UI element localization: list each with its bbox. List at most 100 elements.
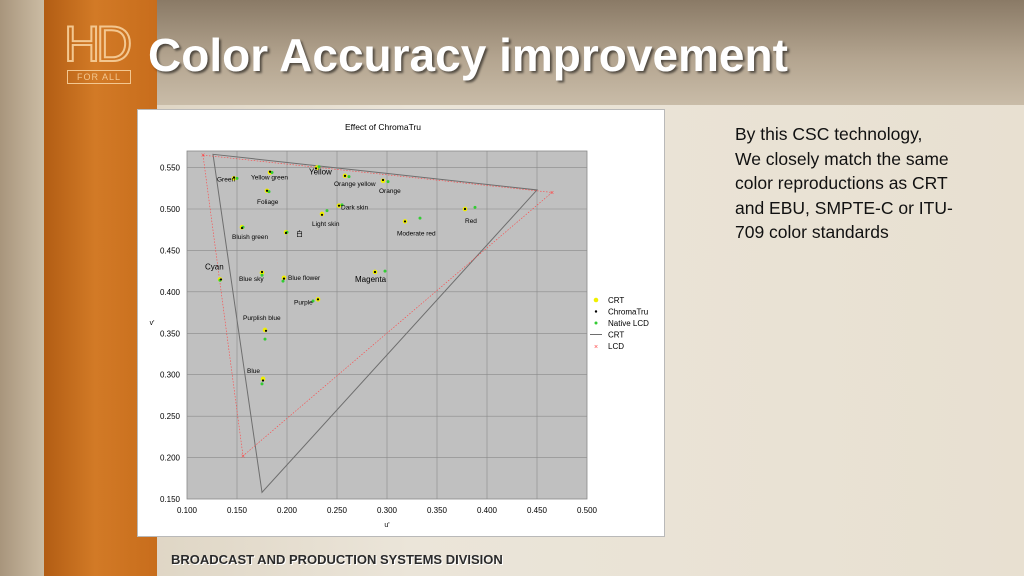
chromatru-data-point [320,213,324,216]
chromatru-data-point [219,278,223,281]
description-line: color reproductions as CRT [735,173,948,193]
native-lcd-data-point [386,180,390,184]
native-lcd-data-point [311,299,315,303]
y-tick-label: 0.350 [160,329,181,338]
description-text: By this CSC technology, We closely match… [735,122,1000,245]
chromatru-data-point [268,170,272,173]
chromatru-data-point [381,178,385,182]
chromatru-data-point [240,226,244,230]
y-tick-label: 0.150 [160,495,181,504]
chromatru-data-point [403,220,407,223]
point-label: Yellow [309,168,332,177]
slide-title: Color Accuracy improvement [148,29,788,81]
point-label: 白 [296,229,303,238]
point-label: Bluish green [232,234,269,241]
point-label: Blue flower [288,275,321,282]
legend-marker-native-lcd [594,321,598,325]
chromatru-data-point [343,174,347,177]
description-line: 709 color standards [735,222,889,242]
native-lcd-data-point [340,203,344,207]
point-label: Blue [247,368,260,375]
native-lcd-data-point [260,382,264,386]
native-lcd-data-point [235,176,239,180]
legend-label: LCD [608,342,624,351]
chromatru-data-point [265,189,269,192]
x-tick-label: 0.250 [327,506,348,515]
y-tick-label: 0.250 [160,412,181,421]
y-tick-label: 0.400 [160,288,181,297]
logo-tagline: FOR ALL [67,70,131,84]
native-lcd-data-point [325,209,329,213]
crt-gamut-line [212,153,539,494]
point-label: Red [465,218,477,225]
x-tick-label: 0.100 [177,506,198,515]
legend-label: CRT [608,331,624,340]
point-label: Blue sky [239,276,264,283]
chromatru-data-point [264,329,268,332]
legend-marker-lcd-line: × [594,344,598,351]
chart-title: Effect of ChromaTru [345,122,421,132]
point-label: Purplish blue [243,315,281,322]
division-footer: BROADCAST AND PRODUCTION SYSTEMS DIVISIO… [171,552,503,567]
hd-for-all-logo: HD FOR ALL [63,15,134,86]
point-label: Cyan [205,262,224,271]
native-lcd-data-point [281,279,285,283]
native-lcd-data-point [260,273,264,277]
chart-panel: Effect of ChromaTru 0.150 0.200 0.250 0.300 0… [137,109,665,537]
native-lcd-data-point [270,171,274,175]
native-lcd-data-point [347,175,351,179]
description-line: By this CSC technology, [735,124,923,144]
chromatru-data-point [316,298,320,301]
point-label: Magenta [355,275,387,284]
legend-label: Native LCD [608,319,649,328]
x-tick-label: 0.300 [377,506,398,515]
left-margin-strip [0,0,44,576]
lcd-gamut-marker: × [201,153,205,160]
description-line: and EBU, SMPTE-C or ITU- [735,197,953,218]
chromatru-data-point [282,277,286,280]
native-lcd-data-point [317,165,321,169]
chromaticity-chart: Effect of ChromaTru 0.150 0.200 0.250 0.300 0… [150,122,650,529]
chromatru-data-point [232,176,236,179]
point-label: Purple [294,299,313,306]
point-label: Orange yellow [334,181,376,188]
chromatru-data-point [337,204,341,207]
lcd-gamut-marker: × [550,190,554,197]
description-line: We closely match the same [735,148,949,169]
logo-hd-text: HD [63,15,133,73]
x-tick-label: 0.350 [427,506,448,515]
native-lcd-data-point [473,205,477,209]
x-tick-label: 0.450 [527,506,548,515]
point-label: Dark skin [341,205,368,212]
lcd-gamut-line [202,154,553,457]
crt-data-point [260,376,266,382]
point-label: Yellow green [251,175,288,182]
y-tick-label: 0.300 [160,371,181,380]
y-tick-label: 0.200 [160,454,181,463]
x-axis-label: u' [384,522,389,529]
y-tick-label: 0.550 [160,164,181,173]
header-band [0,0,1024,105]
lcd-gamut-marker: × [241,453,245,460]
native-lcd-data-point [418,216,422,220]
point-label: Green [217,176,235,183]
x-tick-label: 0.200 [277,506,298,515]
point-label: Moderate red [397,230,436,237]
chromatru-data-point [463,207,467,211]
point-label: Orange [379,188,401,195]
point-label: Light skin [312,221,340,228]
y-axis-label: v' [150,320,155,327]
native-lcd-data-point [267,190,271,194]
y-tick-label: 0.450 [160,246,181,255]
chromatru-data-point [284,231,288,235]
native-lcd-data-point [383,269,387,273]
legend-label: CRT [608,296,624,305]
legend-marker-crt [593,297,599,303]
legend-marker-chromatru [594,310,598,313]
x-tick-label: 0.500 [577,506,598,515]
chromatru-data-point [314,167,318,170]
y-tick-label: 0.500 [160,205,181,214]
x-tick-label: 0.400 [477,506,498,515]
legend-label: ChromaTru [608,308,648,317]
point-label: Foliage [257,199,279,206]
